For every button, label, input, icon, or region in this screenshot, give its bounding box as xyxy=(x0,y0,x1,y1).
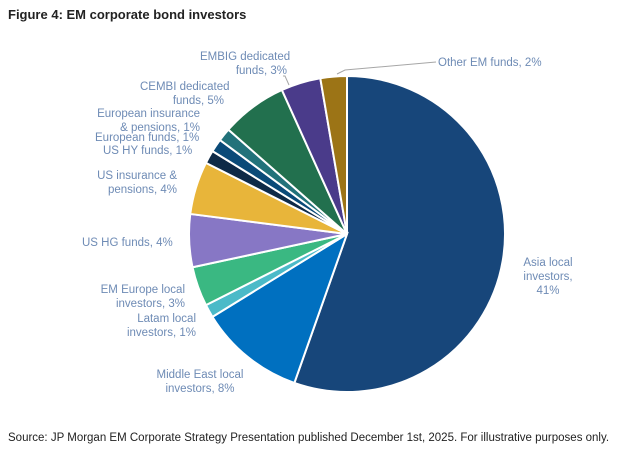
label-middle-east: Middle East local investors, 8% xyxy=(156,369,244,395)
label-asia: Asia local investors, 41% xyxy=(523,257,573,297)
figure-title: Figure 4: EM corporate bond investors xyxy=(8,7,247,22)
label-european-insurance: European insurance & pensions, 1% xyxy=(97,108,200,134)
label-cembi: CEMBI dedicated funds, 5% xyxy=(140,81,230,107)
label-em-europe: EM Europe local investors, 3% xyxy=(100,284,185,310)
label-us-hg: US HG funds, 4% xyxy=(82,237,173,249)
leader-line-embig xyxy=(283,75,290,86)
label-european-funds: European funds, 1% xyxy=(95,132,200,144)
label-us-hy: US HY funds, 1% xyxy=(103,145,193,157)
pie-slice-other-em-funds xyxy=(319,74,348,235)
label-us-insurance: US insurance & pensions, 4% xyxy=(97,170,177,196)
leader-line-other-em xyxy=(336,61,437,75)
label-embig: EMBIG dedicated funds, 3% xyxy=(200,51,291,77)
label-latam: Latam local investors, 1% xyxy=(126,313,196,339)
pie-slice-middle-east-local-investors xyxy=(211,231,349,385)
label-other-em: Other EM funds, 2% xyxy=(438,57,542,69)
source-note: Source: JP Morgan EM Corporate Strategy … xyxy=(8,432,610,444)
